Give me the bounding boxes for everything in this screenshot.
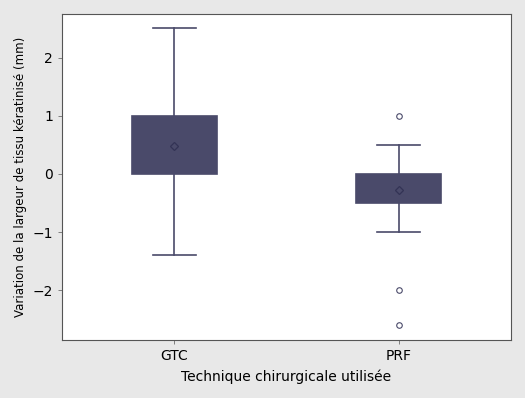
- X-axis label: Technique chirurgicale utilisée: Technique chirurgicale utilisée: [182, 370, 392, 384]
- PathPatch shape: [356, 174, 442, 203]
- PathPatch shape: [132, 116, 217, 174]
- Y-axis label: Variation de la largeur de tissu kératinisé (mm): Variation de la largeur de tissu kératin…: [14, 37, 27, 317]
